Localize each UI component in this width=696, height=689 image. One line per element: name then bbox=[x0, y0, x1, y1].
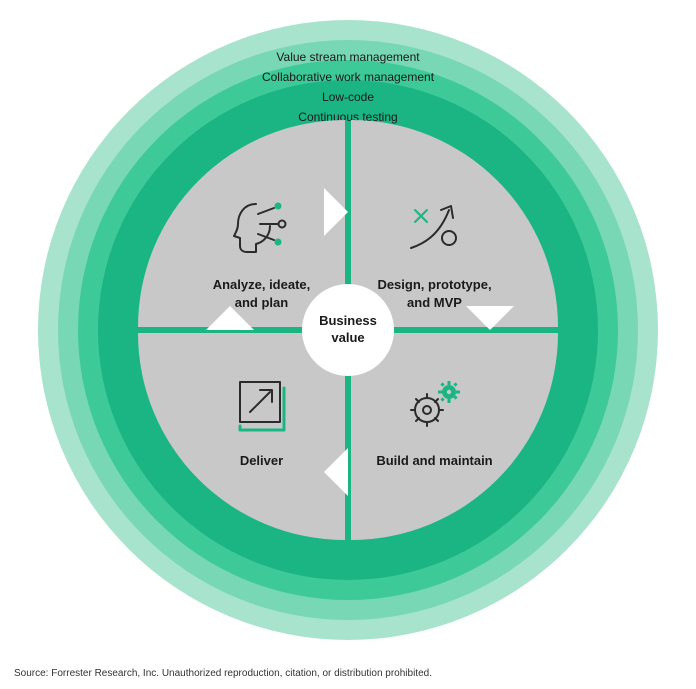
ring-3-label: Low-code bbox=[322, 90, 374, 104]
ring-2-label: Collaborative work management bbox=[262, 70, 434, 84]
head-idea-icon bbox=[226, 192, 298, 264]
quadrant-build: Build and maintain bbox=[351, 333, 558, 540]
arrow-top-notch bbox=[324, 188, 348, 236]
quadrant-build-label: Build and maintain bbox=[376, 452, 492, 470]
xo-arrow-icon bbox=[399, 192, 471, 264]
arrow-bottom-notch bbox=[324, 448, 348, 496]
ring-1-label: Value stream management bbox=[276, 50, 419, 64]
gears-icon bbox=[399, 368, 471, 440]
vsm-diagram: Value stream management Collaborative wo… bbox=[38, 20, 658, 640]
quadrant-design: Design, prototype, and MVP bbox=[351, 120, 558, 327]
center-business-value: Business value bbox=[302, 284, 394, 376]
quadrant-deliver: Deliver bbox=[138, 333, 345, 540]
arrow-right-notch bbox=[466, 306, 514, 330]
arrow-left-notch bbox=[206, 306, 254, 330]
source-citation: Source: Forrester Research, Inc. Unautho… bbox=[14, 668, 432, 679]
box-arrow-icon bbox=[226, 368, 298, 440]
quadrant-analyze: Analyze, ideate, and plan bbox=[138, 120, 345, 327]
quadrant-deliver-label: Deliver bbox=[240, 452, 283, 470]
